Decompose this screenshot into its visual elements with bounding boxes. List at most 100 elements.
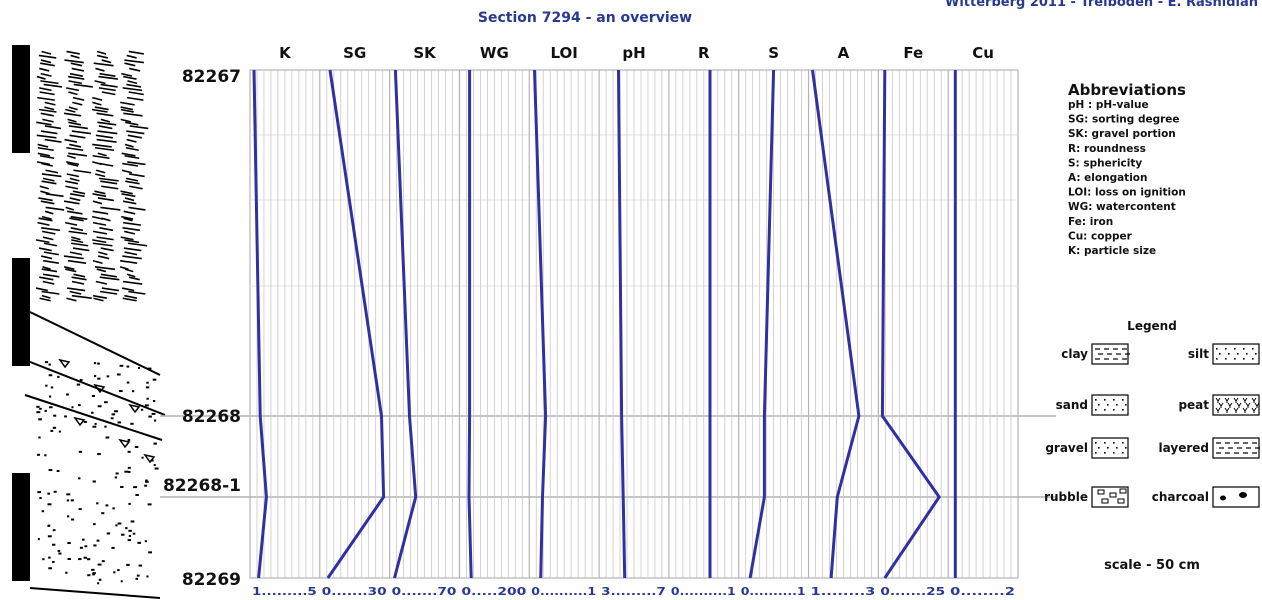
panel-scale-label: 0........2 <box>950 586 1015 598</box>
profile-dash <box>72 247 90 252</box>
profile-dash <box>121 152 136 157</box>
abbreviations-title: Abbreviations <box>1068 81 1186 99</box>
profile-dash <box>98 87 116 92</box>
profile-speck <box>83 420 87 423</box>
series-line-ph <box>617 69 627 579</box>
profile-speck <box>92 480 96 483</box>
panel-header: R <box>698 44 710 62</box>
profile-speck <box>78 404 81 407</box>
profile-dash <box>98 177 119 182</box>
profile-speck <box>128 534 132 537</box>
profile-speck <box>52 529 56 532</box>
profile-dash <box>95 280 108 285</box>
panel-scale-label: 1.........5 <box>252 586 317 598</box>
profile-speck <box>137 367 141 370</box>
legend-label: sand <box>1056 398 1088 412</box>
profile-dash <box>71 294 92 299</box>
profile-speck <box>66 493 71 496</box>
depth-label: 82268-1 <box>163 476 241 496</box>
profile-dash <box>124 268 134 273</box>
profile-speck <box>41 510 45 513</box>
profile-dash <box>120 118 132 123</box>
profile-speck <box>101 560 105 563</box>
profile-speck <box>87 558 91 561</box>
profile-speck <box>104 425 107 428</box>
profile-dash <box>97 130 118 135</box>
profile-dash <box>70 54 80 59</box>
profile-speck <box>145 386 150 389</box>
profile-dash <box>98 251 108 256</box>
profile-dash <box>123 112 143 117</box>
profile-dash <box>39 91 55 96</box>
abbreviation-item: SK: gravel portion <box>1068 128 1176 140</box>
profile-speck <box>67 558 71 561</box>
profile-dash <box>92 200 103 205</box>
profile-speck <box>97 362 100 365</box>
profile-dash <box>96 236 114 241</box>
chart-title: Section 7294 - an overview <box>478 10 692 26</box>
profile-dash <box>41 50 52 55</box>
profile-speck <box>118 390 123 393</box>
profile-speck <box>38 418 42 421</box>
profile-dash <box>93 294 107 299</box>
profile-dash <box>69 290 82 295</box>
profile-dash <box>70 242 89 247</box>
profile-dash <box>96 50 107 55</box>
profile-dash <box>71 67 85 72</box>
profile-dash <box>69 177 80 182</box>
profile-speck <box>127 450 131 453</box>
panel-k: K 1.........5 <box>252 44 317 598</box>
profile-dash <box>44 106 55 111</box>
profile-dash <box>66 146 84 152</box>
profile-speck <box>115 524 118 527</box>
profile-dash <box>63 112 82 117</box>
series-line-sk <box>393 69 418 579</box>
profile-dash <box>68 75 85 80</box>
profile-speck <box>48 567 53 570</box>
profile-dash <box>99 72 116 77</box>
profile-dash <box>73 169 92 174</box>
profile-dash <box>124 230 136 235</box>
profile-speck <box>146 397 149 400</box>
profile-dash <box>43 251 59 256</box>
profile-speck <box>78 558 82 561</box>
profile-speck <box>66 515 70 518</box>
scale-note: scale - 50 cm <box>1104 558 1200 573</box>
profile-dash <box>40 72 52 77</box>
profile-dash <box>35 287 48 292</box>
panel-cu: Cu 0........2 <box>947 44 1015 598</box>
profile-dash <box>122 162 138 167</box>
profile-dash <box>68 91 78 96</box>
legend-swatch-layered <box>1212 437 1260 459</box>
profile-dash <box>37 146 54 152</box>
legend-swatch-charcoal <box>1212 486 1260 508</box>
profile-dash <box>126 96 144 101</box>
profile-speck <box>128 529 132 532</box>
profile-dash <box>39 87 52 92</box>
profile-dash <box>127 134 142 139</box>
profile-dash <box>40 59 52 64</box>
profile-speck <box>83 556 88 559</box>
profile-speck <box>92 425 97 428</box>
profile-bar <box>12 45 30 153</box>
profile-dash <box>126 83 142 88</box>
panel-scale-label: 3.........7 <box>601 586 666 598</box>
profile-speck <box>127 438 131 441</box>
profile-speck <box>50 386 54 389</box>
profile-dash <box>41 162 53 167</box>
legend-label: peat <box>1178 398 1209 412</box>
profile-speck <box>117 421 122 424</box>
profile-speck <box>47 492 51 495</box>
profile-speck <box>130 422 134 425</box>
profile-dash <box>43 242 58 247</box>
profile-speck <box>53 414 57 417</box>
profile-dash <box>99 276 120 281</box>
legend: Legend clay silt sand peat gravel layered rubb… <box>1044 319 1260 508</box>
profile-speck <box>57 375 60 378</box>
profile-dash <box>125 121 139 126</box>
profile-speck <box>96 502 99 505</box>
profile-dash <box>42 177 55 182</box>
profile-dash <box>65 268 77 273</box>
profile-dash <box>124 62 136 67</box>
profile-dash <box>69 217 84 222</box>
